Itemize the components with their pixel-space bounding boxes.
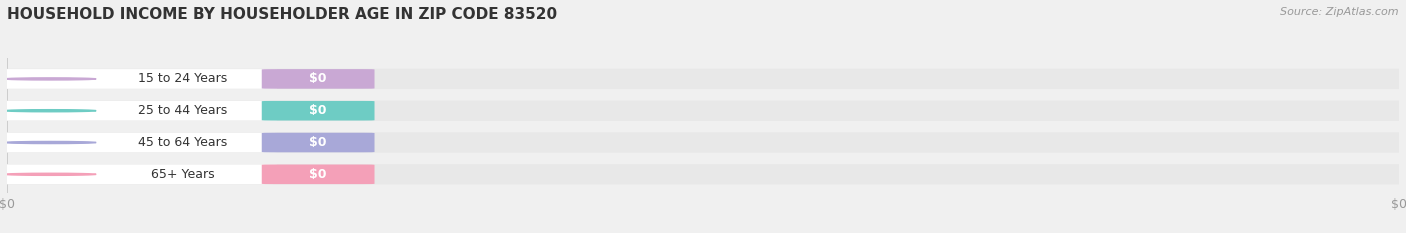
Text: $0: $0 (309, 72, 326, 86)
FancyBboxPatch shape (0, 69, 1406, 89)
Text: Source: ZipAtlas.com: Source: ZipAtlas.com (1281, 7, 1399, 17)
FancyBboxPatch shape (0, 164, 277, 184)
FancyBboxPatch shape (262, 164, 374, 184)
FancyBboxPatch shape (0, 132, 1406, 153)
FancyBboxPatch shape (0, 69, 277, 89)
Circle shape (4, 78, 96, 80)
FancyBboxPatch shape (0, 133, 277, 152)
Text: $0: $0 (309, 104, 326, 117)
Text: HOUSEHOLD INCOME BY HOUSEHOLDER AGE IN ZIP CODE 83520: HOUSEHOLD INCOME BY HOUSEHOLDER AGE IN Z… (7, 7, 557, 22)
Text: 25 to 44 Years: 25 to 44 Years (138, 104, 226, 117)
Circle shape (4, 110, 96, 112)
FancyBboxPatch shape (0, 164, 1406, 185)
Text: 45 to 64 Years: 45 to 64 Years (138, 136, 226, 149)
FancyBboxPatch shape (0, 101, 1406, 121)
FancyBboxPatch shape (262, 133, 374, 152)
Circle shape (4, 173, 96, 175)
Text: $0: $0 (309, 168, 326, 181)
Text: 65+ Years: 65+ Years (150, 168, 214, 181)
FancyBboxPatch shape (262, 69, 374, 89)
Text: 15 to 24 Years: 15 to 24 Years (138, 72, 226, 86)
Circle shape (4, 141, 96, 144)
Text: $0: $0 (309, 136, 326, 149)
FancyBboxPatch shape (262, 101, 374, 120)
FancyBboxPatch shape (0, 101, 277, 120)
